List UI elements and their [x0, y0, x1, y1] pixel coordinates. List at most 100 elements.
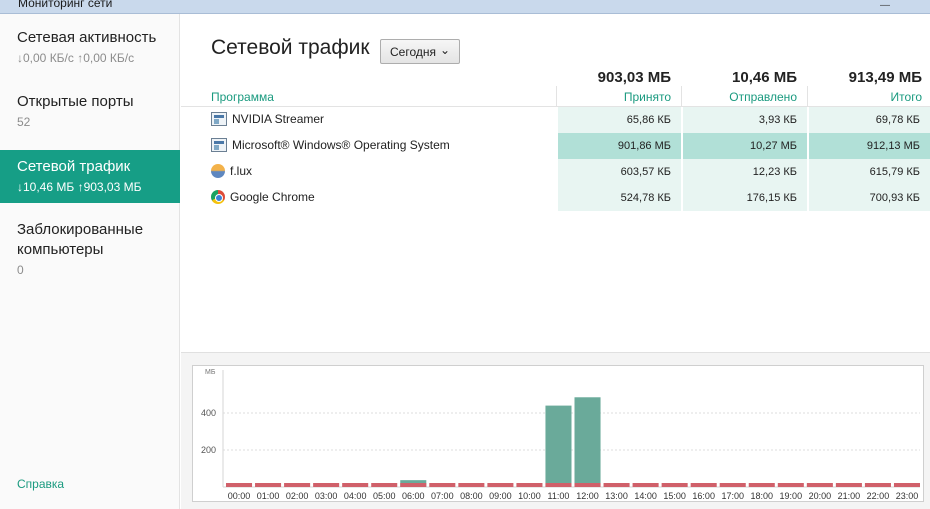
- sidebar-item-network-activity[interactable]: Сетевая активность ↓0,00 КБ/с ↑0,00 КБ/с: [0, 28, 180, 78]
- column-header-sent[interactable]: Отправлено: [729, 90, 797, 104]
- sidebar-item-label: Открытые порты: [17, 93, 134, 110]
- flux-icon: [211, 164, 225, 178]
- received-cell: 901,86 МБ: [558, 133, 681, 159]
- window-titlebar: Мониторинг сети —: [0, 0, 930, 14]
- chart-svg: МБ 200 400 00:00 01:00 02:00 03:00 04:00 05:00 06…: [201, 369, 920, 501]
- column-header-program[interactable]: Программа: [211, 90, 274, 104]
- received-bar: [574, 397, 601, 487]
- main-panel: Сетевой трафик Сегодня ⌄ 903,03 МБ 10,46…: [181, 14, 930, 509]
- page-title: Сетевой трафик: [211, 36, 370, 59]
- sidebar-item-sub: 0: [17, 263, 24, 277]
- y-tick-label: 400: [201, 408, 216, 418]
- sent-bar: [835, 483, 862, 487]
- total-cell: 912,13 МБ: [809, 133, 930, 159]
- table-row[interactable]: Microsoft® Windows® Operating System 901…: [181, 133, 930, 159]
- column-divider: [556, 86, 557, 106]
- sent-bar: [777, 483, 804, 487]
- sent-bar: [661, 483, 688, 487]
- sent-bar: [690, 483, 717, 487]
- window-title: Мониторинг сети: [18, 0, 113, 10]
- table-row[interactable]: Google Chrome 524,78 КБ 176,15 КБ 700,93…: [181, 185, 930, 211]
- sent-bar: [545, 483, 572, 487]
- sidebar-item-sub: ↓0,00 КБ/с ↑0,00 КБ/с: [17, 51, 135, 65]
- total-cell: 69,78 КБ: [809, 107, 930, 133]
- hourly-traffic-chart: МБ 200 400 00:00 01:00 02:00 03:00 04:00 05:00 06…: [192, 365, 924, 502]
- app-cell: f.lux: [211, 164, 252, 178]
- sent-cell: 10,27 МБ: [683, 133, 807, 159]
- sidebar-item-open-ports[interactable]: Открытые порты 52: [0, 92, 180, 142]
- x-tick-label: 02:00: [286, 491, 309, 501]
- app-name: f.lux: [230, 164, 253, 178]
- x-tick-label: 08:00: [460, 491, 483, 501]
- window-icon: [211, 112, 227, 126]
- sent-cell: 176,15 КБ: [683, 185, 807, 211]
- sent-bar: [806, 483, 833, 487]
- sent-bar: [255, 483, 282, 487]
- received-bar: [545, 405, 572, 487]
- x-tick-label: 23:00: [896, 491, 919, 501]
- x-tick-label: 05:00: [373, 491, 396, 501]
- table-row[interactable]: NVIDIA Streamer 65,86 КБ 3,93 КБ 69,78 К…: [181, 107, 930, 133]
- period-value: Сегодня: [390, 45, 436, 59]
- column-header-received[interactable]: Принято: [623, 90, 671, 104]
- x-tick-label: 11:00: [548, 491, 570, 501]
- x-tick-label: 01:00: [257, 491, 280, 501]
- sidebar-item-sub: 52: [17, 115, 31, 129]
- sent-bar: [864, 483, 891, 487]
- x-tick-label: 00:00: [228, 491, 251, 501]
- window-icon: [211, 138, 227, 152]
- sent-cell: 12,23 КБ: [683, 159, 807, 185]
- x-tick-label: 22:00: [867, 491, 890, 501]
- sent-bar: [400, 483, 427, 487]
- sidebar-item-label: Заблокированные компьютеры: [17, 221, 144, 258]
- x-tick-label: 12:00: [576, 491, 599, 501]
- period-dropdown[interactable]: Сегодня ⌄: [380, 39, 460, 64]
- sent-bar: [632, 483, 659, 487]
- x-tick-label: 20:00: [809, 491, 832, 501]
- x-tick-label: 14:00: [634, 491, 657, 501]
- chevron-down-icon: ⌄: [439, 43, 450, 57]
- x-tick-label: 18:00: [751, 491, 774, 501]
- received-cell: 65,86 КБ: [558, 107, 681, 133]
- header-divider: [181, 106, 930, 107]
- received-cell: 603,57 КБ: [558, 159, 681, 185]
- total-cell: 700,93 КБ: [809, 185, 930, 211]
- sent-cell: 3,93 КБ: [683, 107, 807, 133]
- chart-panel: МБ 200 400 00:00 01:00 02:00 03:00 04:00 05:00 06…: [181, 352, 930, 509]
- total-received: 903,03 МБ: [597, 69, 671, 86]
- help-link[interactable]: Справка: [17, 477, 65, 491]
- table-row[interactable]: f.lux 603,57 КБ 12,23 КБ 615,79 КБ: [181, 159, 930, 185]
- x-tick-label: 07:00: [431, 491, 454, 501]
- sent-bar: [719, 483, 746, 487]
- x-tick-label: 09:00: [489, 491, 512, 501]
- sent-bar: [516, 483, 543, 487]
- sent-bar: [371, 483, 398, 487]
- x-tick-label: 17:00: [721, 491, 744, 501]
- column-header-total[interactable]: Итого: [890, 90, 922, 104]
- x-tick-label: 04:00: [344, 491, 367, 501]
- app-cell: Microsoft® Windows® Operating System: [211, 138, 450, 152]
- sidebar-item-sub: ↓10,46 МБ ↑903,03 МБ: [17, 180, 142, 194]
- total-overall: 913,49 МБ: [848, 69, 922, 86]
- sent-bar: [893, 483, 920, 487]
- column-divider: [681, 86, 682, 106]
- total-sent: 10,46 МБ: [732, 69, 797, 86]
- x-tick-label: 10:00: [518, 491, 541, 501]
- sent-bar: [429, 483, 456, 487]
- app-cell: NVIDIA Streamer: [211, 112, 324, 126]
- sent-bar: [284, 483, 311, 487]
- sidebar-item-blocked-computers[interactable]: Заблокированные компьютеры 0: [0, 220, 170, 290]
- sent-bar: [748, 483, 775, 487]
- app-cell: Google Chrome: [211, 190, 315, 204]
- received-cell: 524,78 КБ: [558, 185, 681, 211]
- column-divider: [807, 86, 808, 106]
- x-tick-label: 03:00: [315, 491, 338, 501]
- sidebar-item-network-traffic[interactable]: Сетевой трафик ↓10,46 МБ ↑903,03 МБ: [0, 150, 180, 203]
- sent-bar: [574, 483, 601, 487]
- x-tick-label: 19:00: [780, 491, 803, 501]
- app-name: Google Chrome: [230, 190, 315, 204]
- sidebar: Сетевая активность ↓0,00 КБ/с ↑0,00 КБ/с…: [0, 14, 180, 509]
- sent-bar: [487, 483, 514, 487]
- sent-bar: [603, 483, 630, 487]
- window-controls[interactable]: —: [880, 0, 890, 11]
